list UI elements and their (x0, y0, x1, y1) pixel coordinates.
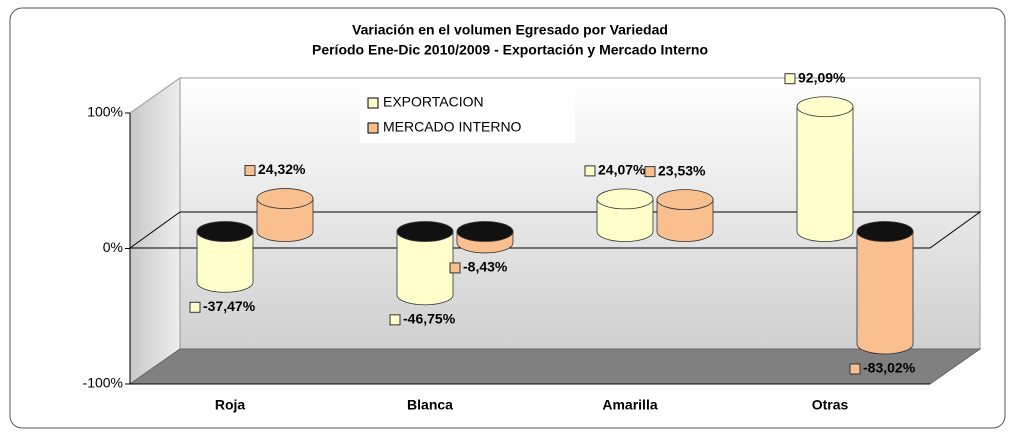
legend-label: MERCADO INTERNO (383, 119, 522, 135)
cylinder-top (796, 96, 854, 118)
value-label: 24,32% (258, 161, 306, 177)
value-label-swatch (244, 165, 256, 177)
value-label-swatch (389, 314, 401, 326)
cylinder-top (596, 188, 654, 210)
x-tick-label: Blanca (407, 397, 453, 413)
cylinder-top (456, 221, 514, 242)
side-wall (129, 77, 181, 385)
legend-label: EXPORTACION (383, 94, 484, 110)
value-label-swatch (189, 301, 201, 313)
value-label: -8,43% (463, 259, 508, 275)
value-label-swatch (644, 166, 656, 178)
x-tick-label: Otras (812, 397, 849, 413)
chart-subtitle: Período Ene-Dic 2010/2009 - Exportación … (312, 42, 708, 58)
cylinder-top (856, 221, 914, 242)
y-tick-label: 0% (103, 239, 123, 255)
value-label: -83,02% (863, 360, 916, 376)
value-label-swatch (449, 262, 461, 274)
cylinder-top (396, 221, 454, 242)
cylinder-top (256, 188, 314, 209)
cylinder-body (196, 231, 254, 293)
value-label: -46,75% (403, 311, 456, 327)
value-label: 92,09% (798, 69, 846, 85)
value-label: 23,53% (658, 162, 706, 178)
legend-box (360, 88, 575, 143)
cylinder-body (856, 231, 914, 355)
value-label-swatch (849, 363, 861, 375)
value-label: 24,07% (598, 162, 646, 178)
cylinder-body (596, 198, 654, 242)
legend-swatch (367, 97, 379, 109)
cylinder-top (656, 189, 714, 211)
y-tick-label: -100% (83, 375, 123, 391)
legend-swatch (367, 122, 379, 134)
value-label-swatch (584, 165, 596, 177)
cylinder-body (256, 198, 314, 242)
chart-title: Variación en el volumen Egresado por Var… (352, 22, 668, 38)
cylinder-body (396, 231, 454, 306)
x-tick-label: Roja (215, 397, 246, 413)
value-label-swatch (784, 73, 796, 85)
zero-plane (128, 211, 982, 249)
cylinder-top (196, 221, 254, 242)
cylinder-body (656, 199, 714, 242)
legend: EXPORTACION MERCADO INTERNO (360, 88, 575, 143)
value-label: -37,47% (203, 298, 256, 314)
y-tick-label: 100% (87, 104, 123, 120)
cylinder-body (796, 106, 854, 242)
x-tick-label: Amarilla (602, 397, 657, 413)
